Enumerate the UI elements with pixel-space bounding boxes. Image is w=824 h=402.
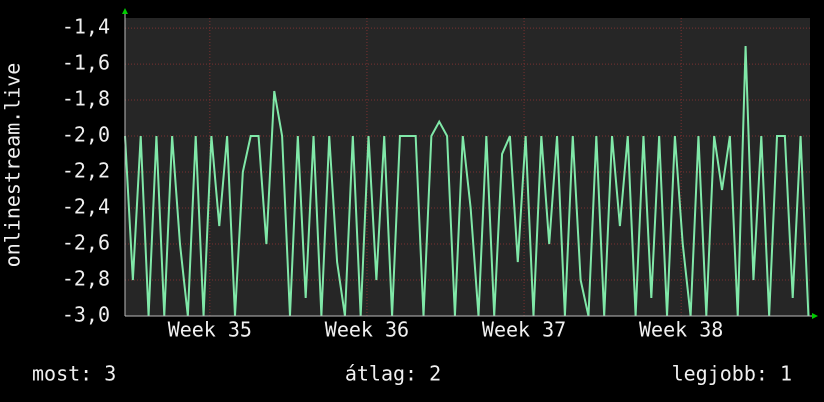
x-tick-label: Week 37 [482, 318, 566, 342]
y-tick-label: -1,6 [62, 51, 110, 75]
x-tick-label: Week 38 [639, 318, 723, 342]
y-tick-label: -1,4 [62, 15, 110, 39]
footer-average: átlag: 2 [345, 362, 441, 386]
x-tick-label: Week 35 [168, 318, 252, 342]
marks [124, 46, 810, 317]
footer-current: most: 3 [32, 362, 116, 386]
y-tick-label: -3,0 [62, 303, 110, 327]
y-arrow [122, 8, 128, 14]
y-tick-label: -2,0 [62, 123, 110, 147]
y-tick-label: -2,8 [62, 267, 110, 291]
y-tick-label: -1,8 [62, 87, 110, 111]
series-line [124, 46, 810, 317]
plot-area [125, 18, 810, 316]
footer-best: legjobb: 1 [672, 362, 792, 386]
y-axis-label: onlinestream.live [1, 63, 25, 268]
x-tick-label: Week 36 [325, 318, 409, 342]
y-tick-label: -2,4 [62, 195, 110, 219]
y-tick-label: -2,6 [62, 231, 110, 255]
y-tick-label: -2,2 [62, 159, 110, 183]
x-arrow [812, 313, 818, 319]
